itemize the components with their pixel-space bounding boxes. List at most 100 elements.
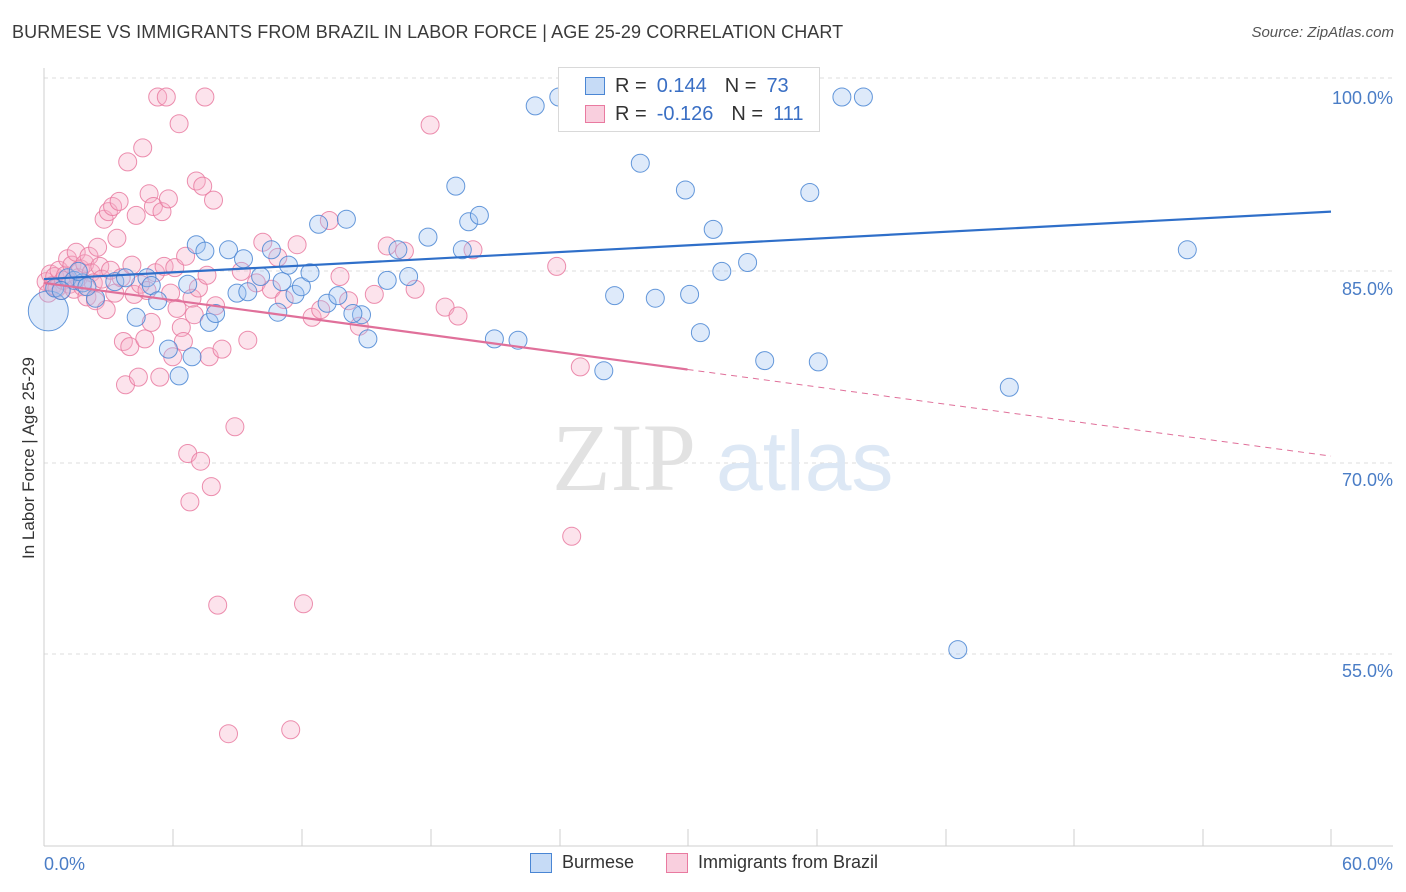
burmese-point bbox=[508, 330, 528, 350]
brazil-point bbox=[420, 115, 440, 135]
legend-item-brazil[interactable]: Immigrants from Brazil bbox=[666, 852, 878, 873]
brazil-point bbox=[113, 332, 133, 351]
brazil-point bbox=[126, 205, 146, 225]
burmese-point bbox=[680, 284, 700, 304]
brazil-point bbox=[186, 171, 206, 191]
brazil-point bbox=[154, 256, 174, 276]
watermark-zip: ZIP bbox=[552, 404, 696, 511]
burmese-point bbox=[377, 270, 397, 290]
burmese-point bbox=[158, 339, 178, 359]
brazil-point bbox=[118, 152, 138, 172]
burmese-point bbox=[309, 214, 329, 234]
stats-legend: R = 0.144 N = 73 R = -0.126 N = 111 bbox=[558, 67, 820, 132]
brazil-point bbox=[319, 211, 339, 230]
burmese-point bbox=[206, 304, 226, 323]
brazil-point bbox=[219, 724, 238, 744]
watermark-atlas: atlas bbox=[716, 414, 893, 508]
burmese-point bbox=[328, 286, 348, 306]
brazil-point bbox=[169, 114, 189, 134]
burmese-point bbox=[469, 205, 489, 225]
burmese-point bbox=[27, 290, 69, 332]
burmese-point bbox=[336, 209, 356, 229]
burmese-point bbox=[195, 241, 215, 261]
brazil-point bbox=[139, 184, 159, 204]
brazil-trend-line-projection bbox=[687, 368, 1332, 457]
burmese-point bbox=[690, 323, 710, 343]
burmese-point bbox=[1177, 240, 1197, 260]
burmese-point bbox=[178, 274, 198, 294]
brazil-point bbox=[152, 202, 172, 222]
burmese-point bbox=[169, 366, 189, 386]
burmese-point bbox=[800, 183, 820, 202]
burmese-point bbox=[105, 272, 125, 292]
brazil-point bbox=[150, 367, 170, 387]
brazil-point bbox=[201, 477, 221, 497]
brazil-point bbox=[197, 265, 217, 285]
burmese-point bbox=[738, 253, 758, 272]
burmese-point bbox=[317, 293, 337, 313]
brazil-point bbox=[377, 236, 397, 256]
burmese-point bbox=[459, 212, 479, 232]
brazil-point bbox=[294, 594, 313, 614]
brazil-point bbox=[339, 291, 359, 311]
brazil-point bbox=[184, 305, 204, 325]
r-label: R = bbox=[615, 102, 647, 125]
burmese-point bbox=[116, 268, 135, 288]
burmese-point bbox=[853, 87, 873, 107]
brazil-point bbox=[364, 284, 384, 304]
x-tick-label: 0.0% bbox=[44, 854, 85, 874]
burmese-point bbox=[999, 377, 1019, 397]
brazil-n-value: 111 bbox=[773, 102, 804, 125]
burmese-n-value: 73 bbox=[766, 74, 789, 97]
burmese-point bbox=[948, 640, 968, 660]
burmese-swatch bbox=[585, 77, 605, 95]
brazil-point bbox=[204, 190, 223, 210]
legend-item-burmese[interactable]: Burmese bbox=[530, 852, 634, 873]
burmese-point bbox=[68, 261, 88, 281]
burmese-point bbox=[272, 272, 292, 292]
brazil-r-value: -0.126 bbox=[656, 102, 714, 125]
burmese-point bbox=[418, 227, 438, 247]
brazil-point bbox=[212, 339, 232, 359]
burmese-legend-swatch bbox=[530, 852, 552, 873]
brazil-point bbox=[287, 235, 307, 255]
brazil-point bbox=[463, 240, 483, 260]
burmese-point bbox=[712, 261, 732, 281]
burmese-point bbox=[291, 277, 311, 297]
burmese-point bbox=[238, 282, 258, 302]
y-tick-label: 100.0% bbox=[1332, 88, 1393, 108]
source-label: Source: ZipAtlas.com bbox=[1251, 24, 1394, 41]
burmese-point bbox=[300, 263, 320, 283]
burmese-point bbox=[251, 267, 271, 286]
brazil-point bbox=[448, 306, 468, 326]
brazil-point bbox=[88, 237, 108, 257]
burmese-point bbox=[605, 286, 625, 306]
y-tick-label: 85.0% bbox=[1342, 279, 1393, 299]
n-label: N = bbox=[731, 102, 764, 125]
burmese-point bbox=[234, 249, 253, 269]
x-tick-label: 60.0% bbox=[1342, 854, 1393, 874]
burmese-point bbox=[675, 180, 695, 200]
brazil-point bbox=[238, 330, 258, 350]
brazil-point bbox=[330, 267, 350, 286]
brazil-point bbox=[562, 526, 582, 546]
burmese-point bbox=[219, 240, 238, 260]
brazil-point bbox=[128, 367, 148, 387]
brazil-point bbox=[195, 87, 215, 107]
burmese-point bbox=[594, 361, 614, 381]
n-label: N = bbox=[724, 74, 757, 97]
brazil-point bbox=[171, 318, 191, 337]
brazil-point bbox=[261, 279, 281, 299]
brazil-point bbox=[281, 720, 301, 740]
brazil-point bbox=[191, 451, 211, 471]
y-tick-label: 55.0% bbox=[1342, 661, 1393, 681]
brazil-point bbox=[570, 357, 590, 377]
brazil-point bbox=[158, 189, 178, 209]
burmese-trend-line bbox=[43, 210, 1332, 281]
burmese-point bbox=[148, 291, 168, 311]
brazil-point bbox=[173, 332, 193, 351]
legend-row-burmese: R = 0.144 N = 73 bbox=[585, 74, 789, 98]
chart-title: BURMESE VS IMMIGRANTS FROM BRAZIL IN LAB… bbox=[12, 22, 844, 42]
burmese-point bbox=[77, 277, 97, 297]
